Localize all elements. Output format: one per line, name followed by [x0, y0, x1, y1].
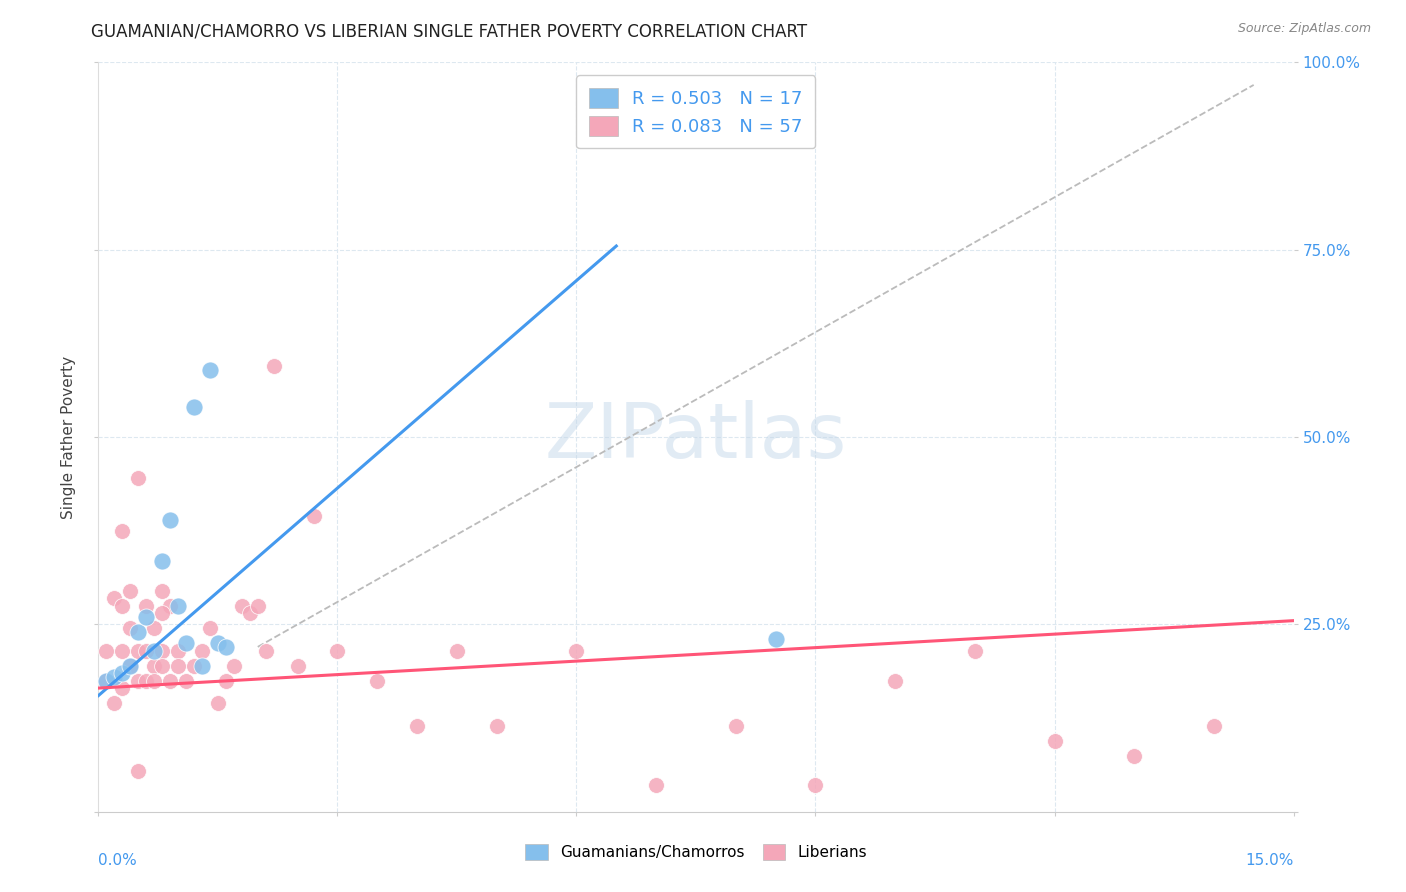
Point [183, 658, 205, 673]
Point [263, 359, 285, 373]
Point [143, 621, 166, 635]
Text: ZIPatlas: ZIPatlas [544, 401, 848, 474]
Point [120, 658, 142, 673]
Point [111, 524, 134, 538]
Point [127, 471, 149, 485]
Point [191, 658, 214, 673]
Point [287, 658, 309, 673]
Point [120, 658, 142, 673]
Point [246, 599, 269, 613]
Point [1123, 748, 1146, 763]
Point [120, 583, 142, 598]
Legend: Guamanians/Chamorros, Liberians: Guamanians/Chamorros, Liberians [517, 837, 875, 868]
Point [103, 670, 125, 684]
Point [150, 658, 173, 673]
Point [127, 624, 149, 639]
Point [239, 606, 262, 620]
Point [198, 621, 221, 635]
Point [111, 643, 134, 657]
Point [191, 643, 214, 657]
Point [485, 718, 508, 732]
Point [207, 636, 229, 650]
Point [884, 673, 907, 688]
Text: Source: ZipAtlas.com: Source: ZipAtlas.com [1237, 22, 1371, 36]
Point [167, 658, 190, 673]
Point [167, 643, 190, 657]
Point [150, 583, 173, 598]
Point [231, 599, 253, 613]
Point [174, 636, 197, 650]
Point [174, 673, 197, 688]
Point [143, 673, 166, 688]
Point [135, 599, 157, 613]
Text: 0.0%: 0.0% [98, 853, 138, 868]
Point [150, 606, 173, 620]
Point [302, 508, 325, 523]
Point [111, 599, 134, 613]
Text: 15.0%: 15.0% [1246, 853, 1294, 868]
Point [96, 673, 118, 688]
Point [96, 673, 118, 688]
Point [135, 673, 157, 688]
Point [222, 658, 245, 673]
Point [150, 643, 173, 657]
Point [150, 554, 173, 568]
Point [183, 400, 205, 414]
Point [143, 658, 166, 673]
Point [143, 643, 166, 657]
Point [215, 673, 238, 688]
Point [1202, 718, 1225, 732]
Point [804, 779, 827, 793]
Point [103, 591, 125, 606]
Point [198, 362, 221, 376]
Point [724, 718, 747, 732]
Point [167, 599, 190, 613]
Point [645, 779, 668, 793]
Point [366, 673, 388, 688]
Point [159, 512, 181, 526]
Point [103, 696, 125, 710]
Point [159, 599, 181, 613]
Point [120, 621, 142, 635]
Point [406, 718, 429, 732]
Point [96, 643, 118, 657]
Point [127, 673, 149, 688]
Point [135, 610, 157, 624]
Point [765, 632, 787, 647]
Y-axis label: Single Father Poverty: Single Father Poverty [60, 356, 76, 518]
Point [207, 696, 229, 710]
Point [326, 643, 349, 657]
Point [111, 666, 134, 681]
Point [111, 681, 134, 695]
Point [159, 673, 181, 688]
Point [127, 764, 149, 778]
Point [565, 643, 588, 657]
Point [446, 643, 468, 657]
Point [127, 643, 149, 657]
Point [135, 643, 157, 657]
Point [215, 640, 238, 654]
Text: GUAMANIAN/CHAMORRO VS LIBERIAN SINGLE FATHER POVERTY CORRELATION CHART: GUAMANIAN/CHAMORRO VS LIBERIAN SINGLE FA… [91, 22, 807, 40]
Point [254, 643, 277, 657]
Point [1043, 733, 1066, 747]
Point [963, 643, 986, 657]
